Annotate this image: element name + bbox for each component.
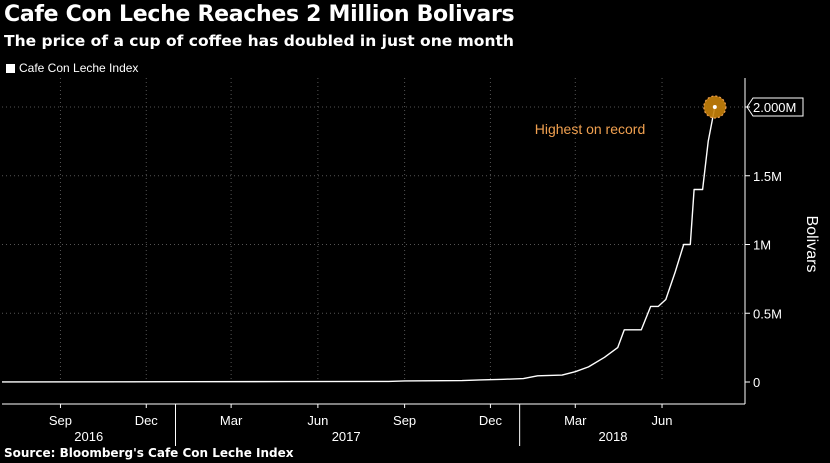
x-tick-label: Mar — [220, 413, 243, 428]
y-tick-label: 0.5M — [753, 306, 782, 321]
source-note: Source: Bloomberg's Cafe Con Leche Index — [4, 446, 294, 460]
series-line — [1, 106, 716, 383]
x-tick-label: Jun — [307, 413, 328, 428]
x-axis-ticks: Sep Dec Mar Jun Sep Dec Mar Jun — [49, 404, 673, 428]
y-tick-label: 1M — [753, 238, 771, 253]
chart-subtitle: The price of a cup of coffee has doubled… — [4, 32, 514, 50]
x-axis-years: 2016 2017 2018 — [74, 404, 627, 446]
y-axis-ticks: 0 0.5M 1M 1.5M 2.000M — [745, 97, 804, 390]
legend: Cafe Con Leche Index — [6, 61, 138, 75]
y-tick-label: 1.5M — [753, 169, 782, 184]
annotation-text: Highest on record — [535, 121, 646, 137]
chart-title: Cafe Con Leche Reaches 2 Million Bolivar… — [4, 2, 515, 27]
last-value-tag — [746, 97, 804, 117]
x-tick-label: Dec — [479, 413, 503, 428]
legend-swatch — [6, 63, 15, 73]
x-tick-label: Mar — [564, 413, 587, 428]
year-label: 2016 — [74, 429, 103, 444]
year-label: 2017 — [332, 429, 361, 444]
y-axis-label: Bolivars — [803, 216, 820, 273]
year-label: 2018 — [599, 429, 628, 444]
y-tick-label: 0 — [753, 375, 760, 390]
x-tick-label: Sep — [49, 413, 72, 428]
annotation-layer: Highest on record — [535, 95, 727, 137]
series-layer — [1, 106, 716, 383]
x-tick-label: Jun — [652, 413, 673, 428]
grid-lines — [2, 78, 745, 382]
legend-label: Cafe Con Leche Index — [19, 61, 139, 75]
axes — [2, 78, 746, 405]
x-tick-label: Dec — [135, 413, 159, 428]
record-point — [712, 105, 717, 109]
x-tick-label: Sep — [393, 413, 416, 428]
y-tick-label: 2.000M — [753, 100, 796, 115]
